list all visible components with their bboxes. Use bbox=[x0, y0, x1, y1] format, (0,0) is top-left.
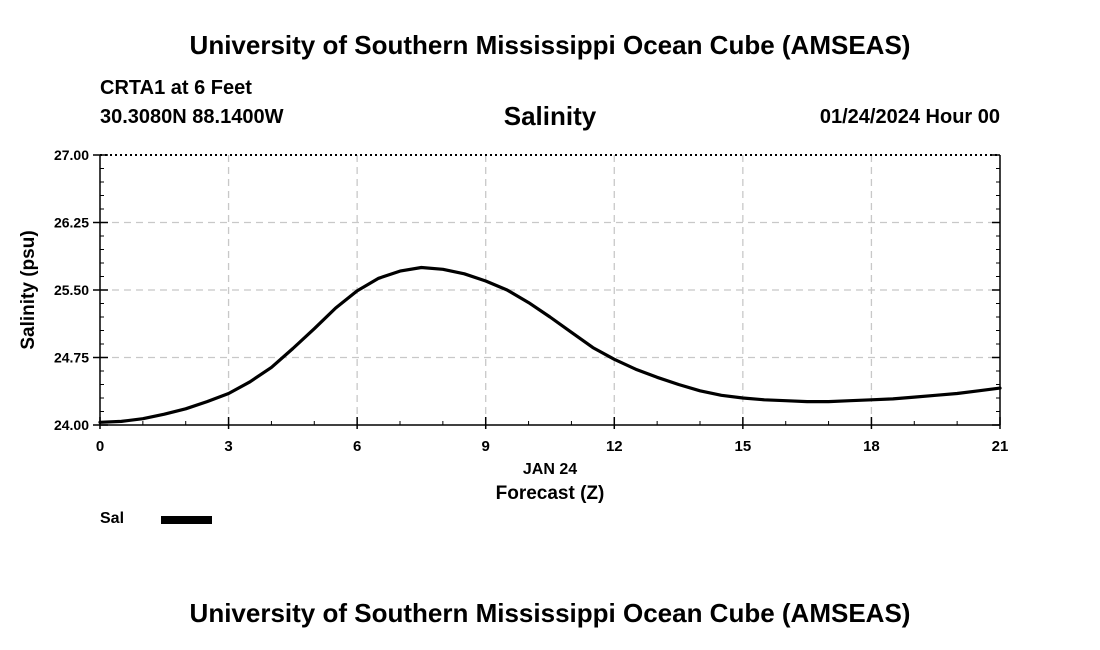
x-axis-title: Forecast (Z) bbox=[495, 483, 605, 504]
y-axis-title: Salinity (psu) bbox=[18, 230, 39, 349]
forecast-date-label: 01/24/2024 Hour 00 bbox=[819, 106, 1000, 128]
legend-label: Sal bbox=[100, 510, 125, 527]
x-tick-label: 0 bbox=[96, 438, 104, 455]
x-tick-label: 6 bbox=[353, 438, 361, 455]
chart-title: Salinity bbox=[503, 101, 597, 131]
legend-line-swatch bbox=[161, 516, 212, 524]
x-tick-label: 9 bbox=[482, 438, 490, 455]
coordinates-label: 30.3080N 88.1400W bbox=[100, 106, 284, 128]
x-tick-label: 3 bbox=[224, 438, 232, 455]
x-tick-label: 18 bbox=[863, 438, 880, 455]
y-tick-label: 24.75 bbox=[54, 350, 89, 366]
page-title-top: University of Southern Mississippi Ocean… bbox=[189, 30, 911, 60]
page-title-bottom: University of Southern Mississippi Ocean… bbox=[189, 598, 911, 628]
series-line-sal bbox=[98, 265, 1002, 424]
x-tick-label: 21 bbox=[992, 438, 1009, 455]
y-tick-label: 26.25 bbox=[54, 215, 89, 231]
x-tick-label: 15 bbox=[735, 438, 752, 455]
y-tick-label: 24.00 bbox=[54, 417, 89, 433]
station-label: CRTA1 at 6 Feet bbox=[100, 77, 252, 99]
x-axis-date-label: JAN 24 bbox=[523, 461, 577, 478]
y-tick-label: 25.50 bbox=[54, 282, 89, 298]
y-tick-label: 27.00 bbox=[54, 147, 89, 163]
x-tick-label: 12 bbox=[606, 438, 623, 455]
